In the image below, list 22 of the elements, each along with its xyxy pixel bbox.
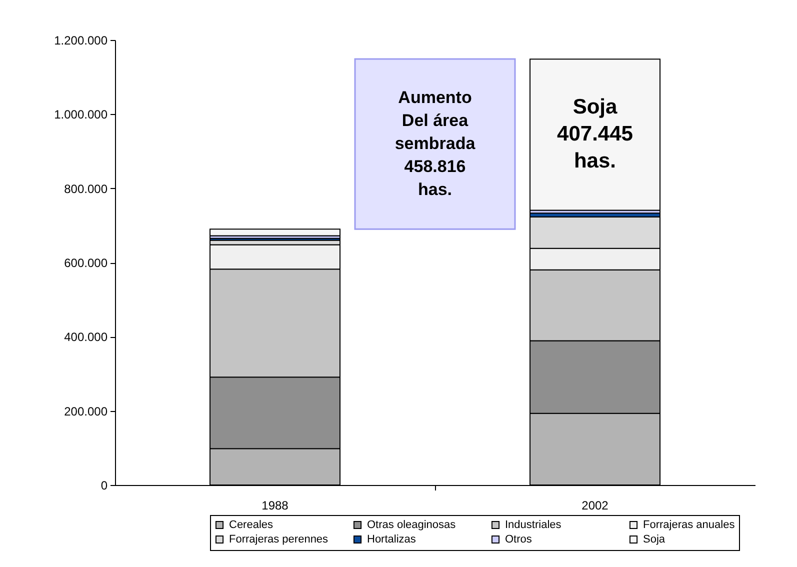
y-tick-label: 600.000 [64, 256, 108, 270]
data-label: Aumento Del área sembrada 458.816 has. [394, 88, 476, 200]
legend-label: Cereales [229, 518, 274, 531]
legend-label: Forrajeras perennes [229, 534, 329, 546]
bar [530, 58, 660, 211]
y-tick-label: 1.000.000 [54, 108, 108, 122]
y-tick-label: 0 [100, 478, 108, 492]
bar [210, 228, 340, 236]
y-tick-label: 200.000 [64, 404, 108, 418]
legend-label: Otros [505, 534, 532, 546]
legend-label: Hortalizas [367, 534, 416, 546]
data-label: Soja 407.445 has. [557, 96, 634, 173]
y-tick-label: 800.000 [64, 182, 108, 196]
y-tick-label: 400.000 [64, 330, 108, 344]
x-tick-label: 1988 [262, 498, 289, 512]
y-tick-label: 1.200.000 [54, 34, 108, 48]
x-tick-label: 2002 [582, 498, 609, 512]
legend-label: Forrajeras anuales [643, 518, 736, 531]
legend-label: Industriales [505, 518, 562, 531]
bar [354, 58, 516, 230]
legend-label: Otras oleaginosas [367, 518, 456, 531]
legend-label: Soja [643, 534, 666, 546]
